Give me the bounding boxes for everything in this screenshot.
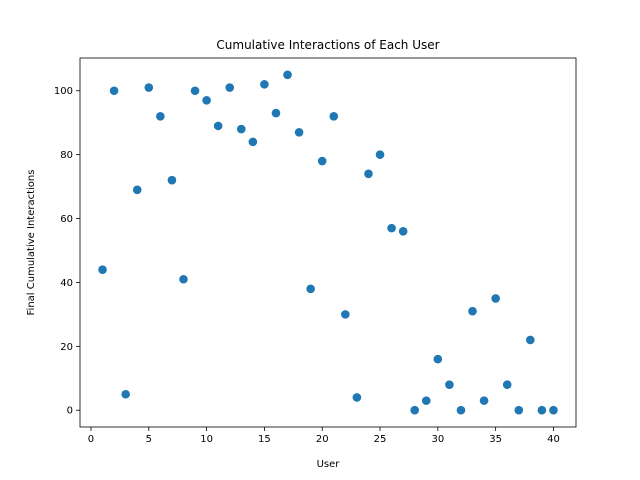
data-point [456, 405, 466, 415]
y-axis-ticks: 0 20 40 60 80 100 [54, 86, 80, 417]
data-point [491, 294, 500, 303]
y-axis-label: Final Cumulative Interactions [26, 170, 37, 316]
x-tick-label: 15 [258, 434, 271, 445]
x-tick-label: 40 [547, 434, 560, 445]
data-point [364, 169, 373, 179]
y-tick-label: 100 [54, 86, 73, 97]
x-tick-label: 20 [316, 434, 329, 445]
data-point [121, 389, 130, 399]
y-tick-label: 80 [60, 150, 73, 161]
y-tick-label: 0 [67, 406, 73, 417]
data-point [156, 112, 165, 121]
data-point [144, 83, 154, 92]
data-point [283, 70, 292, 80]
data-point [537, 405, 547, 415]
x-tick-label: 5 [146, 434, 152, 445]
data-point [433, 354, 443, 364]
data-point [410, 405, 420, 415]
data-point [421, 396, 431, 405]
data-point [213, 121, 223, 131]
x-tick-label: 35 [489, 434, 502, 445]
data-point [294, 127, 304, 137]
x-tick-label: 25 [374, 434, 387, 445]
data-point [479, 396, 489, 405]
data-point [502, 380, 512, 389]
data-point [248, 137, 258, 147]
data-point [98, 265, 107, 274]
data-point [398, 227, 408, 236]
x-tick-label: 0 [88, 434, 94, 445]
data-point [236, 124, 246, 134]
x-tick-label: 10 [200, 434, 213, 445]
data-point [271, 108, 281, 118]
data-point [260, 80, 269, 89]
data-point [109, 86, 119, 96]
x-axis-ticks: 0 5 10 15 20 25 30 35 40 [88, 427, 560, 445]
data-point [514, 405, 524, 415]
y-tick-label: 20 [60, 342, 73, 353]
data-point [387, 223, 396, 233]
data-points [98, 70, 558, 415]
data-point [202, 96, 211, 105]
data-point [132, 185, 142, 195]
data-point [526, 335, 535, 345]
data-point [167, 175, 177, 185]
data-point [352, 393, 362, 402]
x-tick-label: 30 [431, 434, 444, 445]
data-point [317, 156, 327, 166]
data-point [375, 150, 385, 159]
data-point [341, 310, 350, 319]
data-point [329, 112, 339, 121]
plot-frame [79, 57, 577, 428]
y-tick-label: 40 [60, 278, 73, 289]
data-point [306, 284, 315, 294]
data-point [225, 83, 235, 92]
chart-title: Cumulative Interactions of Each User [216, 38, 439, 52]
data-point [468, 306, 477, 316]
data-point [179, 274, 188, 284]
y-tick-label: 60 [60, 214, 73, 225]
data-point [445, 380, 454, 389]
data-point [190, 86, 200, 96]
x-axis-label: User [317, 459, 341, 470]
data-point [549, 405, 558, 415]
